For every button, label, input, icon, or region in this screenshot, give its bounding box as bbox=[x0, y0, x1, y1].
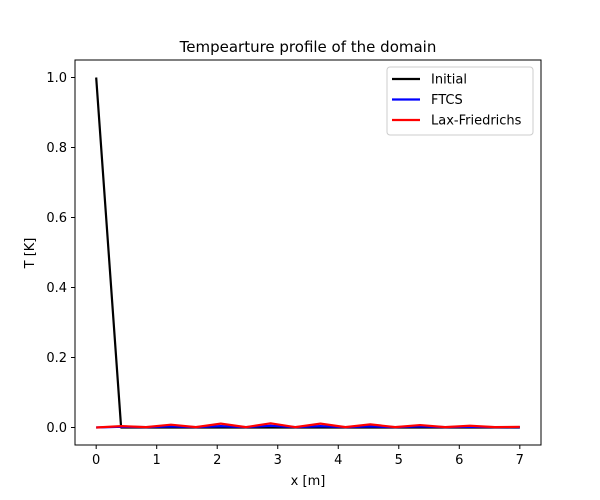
x-tick-label: 0 bbox=[92, 453, 100, 468]
x-tick-label: 1 bbox=[153, 453, 161, 468]
y-tick-label: 0.6 bbox=[46, 211, 67, 226]
y-tick-label: 0.4 bbox=[46, 281, 67, 296]
x-tick-label: 3 bbox=[274, 453, 282, 468]
legend-box bbox=[386, 66, 534, 136]
legend-label: FTCS bbox=[431, 93, 463, 108]
x-tick-label: 2 bbox=[213, 453, 221, 468]
series-line-lax-friedrichs bbox=[96, 422, 520, 429]
legend-item-lax-friedrichs: Lax-Friedrichs bbox=[392, 114, 522, 129]
plot-frame bbox=[74, 59, 542, 446]
chart-title: Tempearture profile of the domain bbox=[179, 38, 437, 56]
legend: Initial FTCS Lax-Friedrichs bbox=[386, 66, 534, 136]
x-axis-label: x [m] bbox=[291, 474, 326, 489]
y-tick-label: 0.8 bbox=[46, 141, 67, 156]
legend-item-initial: Initial bbox=[392, 73, 467, 88]
x-tick-label: 7 bbox=[516, 453, 524, 468]
legend-label: Initial bbox=[431, 73, 467, 88]
legend-label: Lax-Friedrichs bbox=[431, 114, 522, 129]
x-axis-ticks: 0 1 2 3 4 5 6 7 bbox=[92, 445, 524, 468]
y-tick-label: 0.0 bbox=[46, 421, 67, 436]
y-axis-ticks: 0.0 0.2 0.4 0.6 0.8 1.0 bbox=[46, 71, 75, 436]
x-tick-label: 6 bbox=[455, 453, 463, 468]
x-tick-label: 5 bbox=[395, 453, 403, 468]
y-axis-label: T [K] bbox=[23, 238, 38, 270]
series-lines bbox=[95, 77, 520, 429]
legend-item-ftcs: FTCS bbox=[392, 93, 463, 108]
y-tick-label: 0.2 bbox=[46, 351, 67, 366]
x-tick-label: 4 bbox=[334, 453, 342, 468]
y-tick-label: 1.0 bbox=[46, 71, 67, 86]
